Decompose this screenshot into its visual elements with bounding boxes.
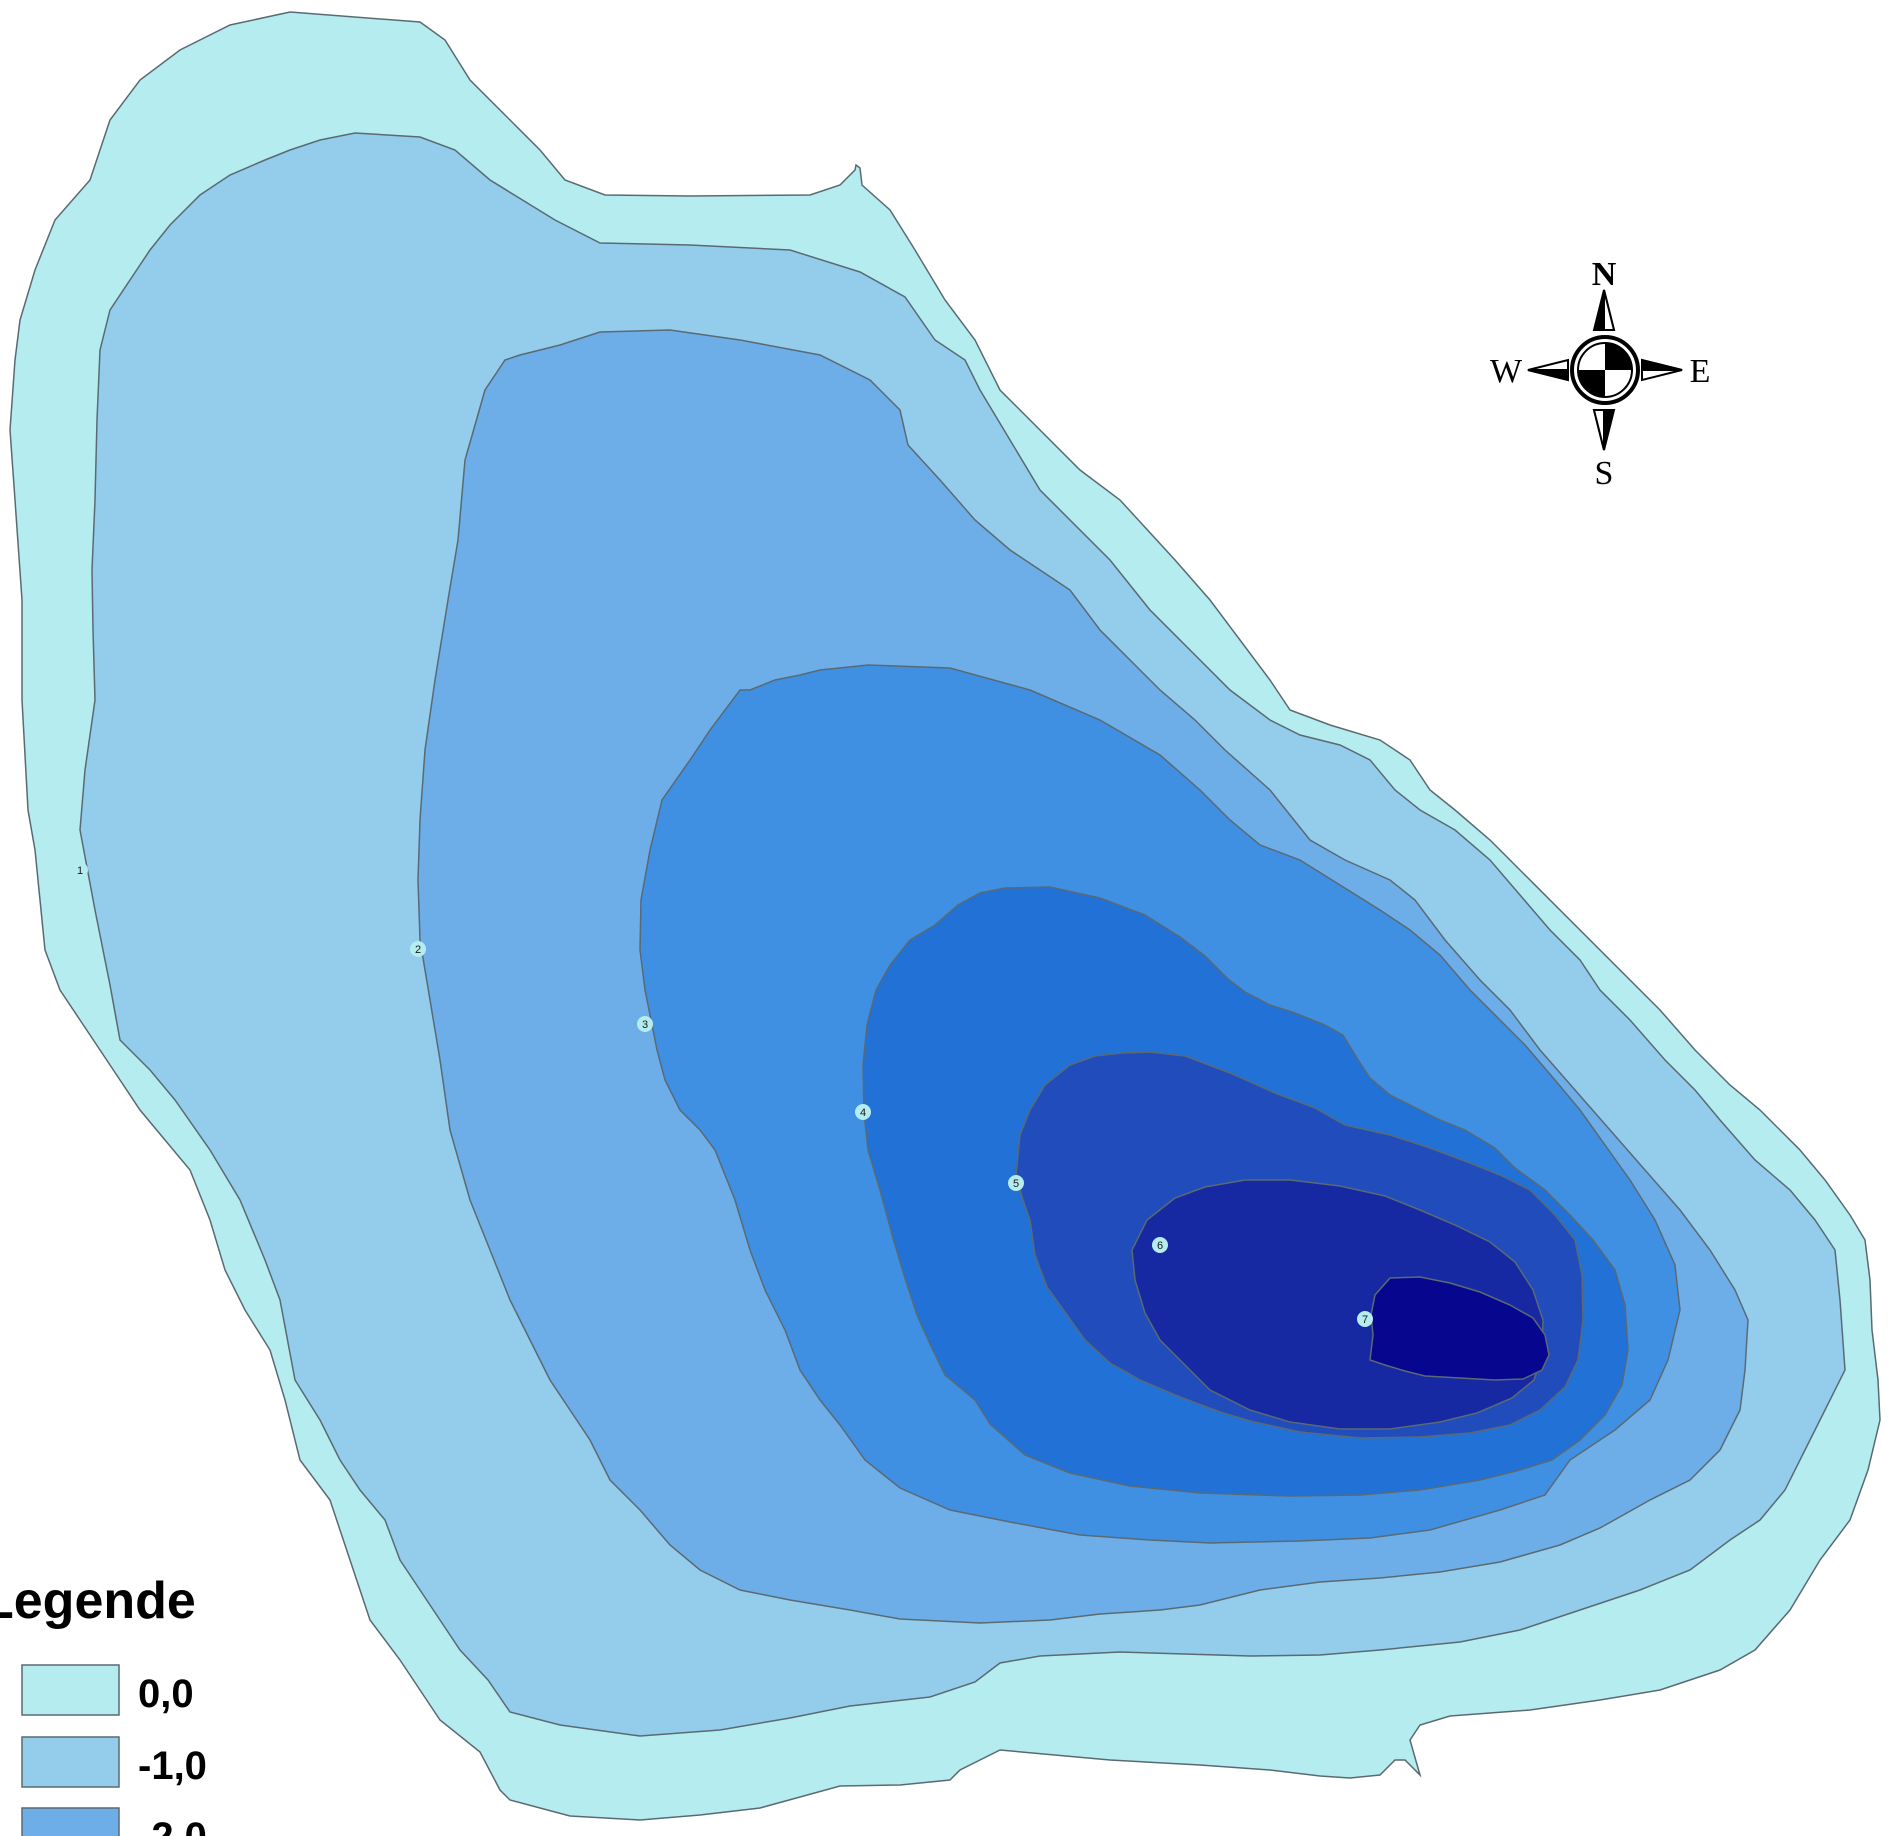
contour-label-6: 6 [1152,1237,1168,1253]
legend-swatch [21,1664,120,1716]
compass-rose: N S E W [1490,256,1710,492]
contour-labels: 1 2 3 4 5 6 7 [72,862,1373,1327]
compass-star-icon [1527,289,1683,451]
contour-label-1: 1 [72,862,88,878]
svg-text:5: 5 [1013,1178,1019,1190]
contour-band-7 [1369,1276,1550,1381]
svg-text:3: 3 [642,1019,648,1031]
legend-swatch [21,1736,120,1788]
legend-title: Legende [0,1572,196,1630]
compass-east-label: E [1690,353,1711,390]
legend-item: -1,0 [21,1736,207,1788]
legend-swatch [21,1807,120,1836]
svg-text:2: 2 [415,944,421,956]
contour-label-5: 5 [1008,1175,1024,1191]
contour-label-7: 7 [1357,1311,1373,1327]
legend: Legende 0,0 -1,0 -2,0 [0,1572,207,1836]
legend-label: 0,0 [138,1672,194,1716]
compass-south-label: S [1595,455,1614,492]
legend-item: -2,0 [21,1807,207,1836]
svg-text:4: 4 [860,1107,866,1119]
legend-label: -1,0 [138,1744,207,1788]
svg-text:1: 1 [77,865,83,877]
contour-label-3: 3 [637,1016,653,1032]
compass-north-label: N [1592,256,1617,293]
legend-item: 0,0 [21,1664,194,1716]
svg-text:7: 7 [1362,1314,1368,1326]
contour-label-4: 4 [855,1104,871,1120]
compass-west-label: W [1490,353,1523,390]
svg-text:6: 6 [1157,1240,1163,1252]
legend-label: -2,0 [138,1815,207,1836]
contour-label-2: 2 [410,941,426,957]
contour-bands [9,11,1881,1821]
